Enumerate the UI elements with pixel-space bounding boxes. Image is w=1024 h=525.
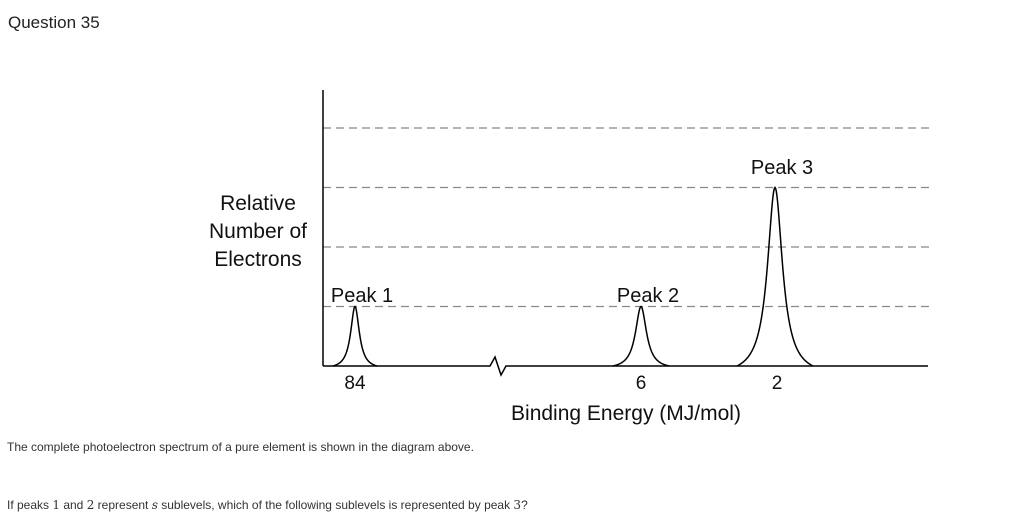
spectrum-curves: Peak 1 Peak 2 Peak 3 bbox=[331, 157, 814, 367]
question-math: 2 bbox=[86, 498, 95, 512]
peak-label-3: Peak 3 bbox=[751, 157, 813, 179]
question-text-part: If peaks bbox=[7, 498, 53, 512]
peak-curve-1 bbox=[332, 305, 378, 367]
question-math: 3 bbox=[513, 498, 522, 512]
x-tick-label-1: 84 bbox=[344, 373, 366, 394]
chart-labels: Relative Number of Electrons Binding Energ… bbox=[209, 192, 741, 425]
question-math: 1 bbox=[52, 498, 60, 512]
peak-curve-2 bbox=[612, 305, 670, 367]
figure-caption: The complete photoelectron spectrum of a… bbox=[7, 440, 474, 454]
question-math: s bbox=[151, 498, 158, 512]
peak-curve-3 bbox=[736, 186, 814, 367]
question-text-part: sublevels, which of the following sublev… bbox=[157, 498, 514, 512]
question-text-part: and bbox=[60, 498, 87, 512]
question-title: Question 35 bbox=[8, 13, 100, 32]
y-axis-label: Relative Number of Electrons bbox=[209, 192, 307, 271]
question-text-part: represent bbox=[94, 498, 152, 512]
y-axis-label-line: Number of bbox=[209, 220, 307, 243]
y-axis-label-line: Electrons bbox=[214, 248, 302, 271]
question-text: If peaks 1 and 2 represent s sublevels, … bbox=[7, 498, 528, 512]
peak-label-2: Peak 2 bbox=[617, 285, 679, 307]
x-tick-label-2: 6 bbox=[636, 373, 647, 394]
x-tick-label-3: 2 bbox=[772, 373, 783, 394]
x-axis-line bbox=[323, 355, 928, 377]
x-axis-label: Binding Energy (MJ/mol) bbox=[511, 402, 741, 425]
gridlines bbox=[323, 127, 930, 308]
peak-label-1: Peak 1 bbox=[331, 285, 393, 307]
question-text-part: ? bbox=[521, 498, 528, 512]
axes: 84 6 2 bbox=[322, 90, 928, 394]
y-axis-label-line: Relative bbox=[220, 192, 296, 215]
